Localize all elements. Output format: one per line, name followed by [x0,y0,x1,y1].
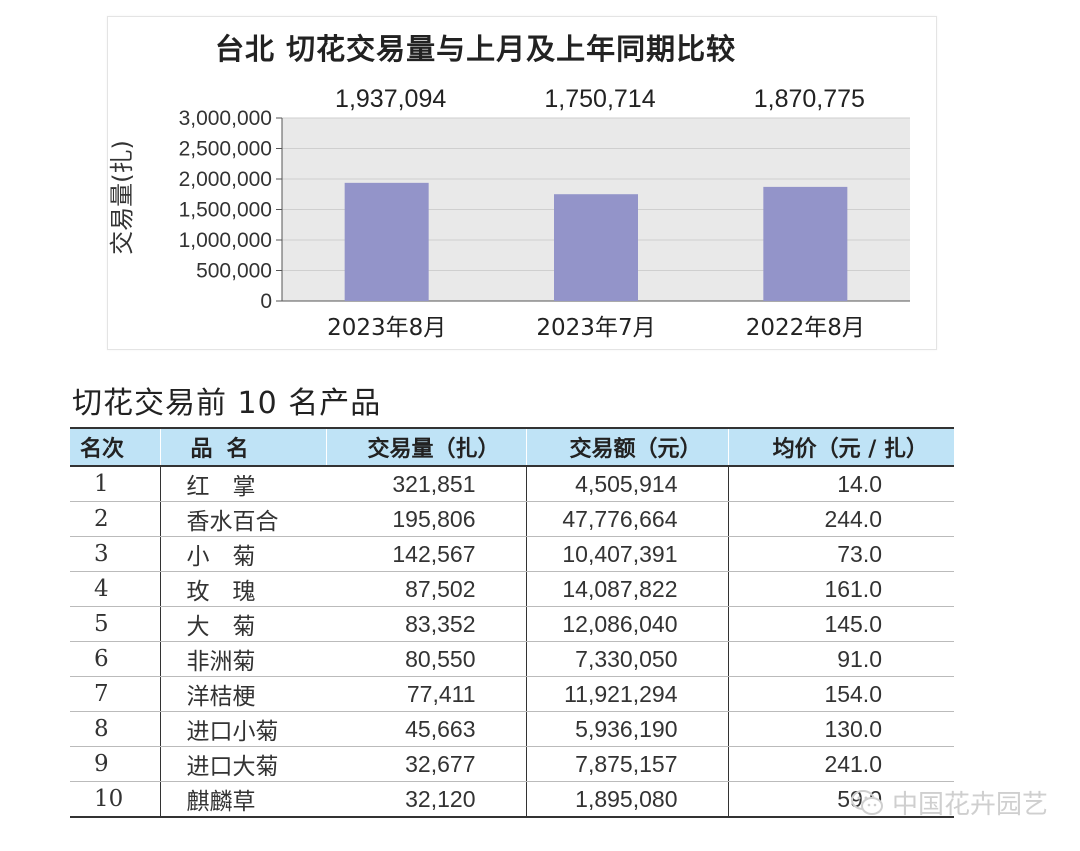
cell-amount: 5,936,190 [526,711,729,747]
cell-name: 香水百合 [159,501,326,537]
cell-volume: 83,352 [326,606,527,642]
table-row: 9 进口大菊 32,677 7,875,157 241.0 [70,746,954,782]
cell-name: 小 菊 [159,536,326,572]
cell-name: 进口大菊 [159,746,326,782]
cell-price: 241.0 [728,746,954,782]
x-tick-label: 2022年8月 [746,315,865,341]
data-label: 1,937,094 [335,85,446,113]
table-row: 10 麒麟草 32,120 1,895,080 59.0 [70,781,954,818]
bar-chart: 0 500,000 1,000,000 1,500,000 2,000,000 2,500… [108,85,910,341]
cell-volume: 77,411 [326,676,527,712]
cell-amount: 11,921,294 [526,676,729,712]
header-price: 均价（元 / 扎） [727,427,954,467]
cell-amount: 7,875,157 [526,746,729,782]
cell-price: 145.0 [728,606,954,642]
cell-volume: 142,567 [326,536,527,572]
cell-rank: 7 [70,676,160,712]
cell-price: 14.0 [728,466,954,502]
x-tick-label: 2023年7月 [536,315,655,341]
y-tick-label: 2,000,000 [179,168,272,191]
y-tick-label: 0 [260,290,272,313]
y-axis-label: 交易量(扎) [108,140,136,255]
cell-name: 麒麟草 [159,781,326,818]
cell-name: 非洲菊 [159,641,326,677]
cell-name: 玫 瑰 [159,571,326,607]
cell-amount: 47,776,664 [526,501,729,537]
chart-title: 台北 切花交易量与上月及上年同期比较 [215,32,737,66]
cell-price: 91.0 [728,641,954,677]
header-name: 品名 [159,427,326,467]
header-volume: 交易量（扎） [325,427,526,467]
header-rank: 名次 [70,427,160,467]
cell-price: 130.0 [728,711,954,747]
cell-price: 161.0 [728,571,954,607]
cell-rank: 4 [70,571,160,607]
cell-rank: 6 [70,641,160,677]
cell-rank: 2 [70,501,160,537]
bar [554,194,638,301]
cell-name: 大 菊 [159,606,326,642]
y-tick-label: 500,000 [196,260,272,283]
table-row: 6 非洲菊 80,550 7,330,050 91.0 [70,641,954,677]
cell-rank: 10 [70,781,160,818]
cell-rank: 1 [70,466,160,502]
cell-volume: 80,550 [326,641,527,677]
cell-amount: 10,407,391 [526,536,729,572]
wechat-icon [851,789,883,815]
cell-volume: 195,806 [326,501,527,537]
y-tick-label: 1,500,000 [179,199,272,222]
cell-amount: 14,087,822 [526,571,729,607]
table-header-row: 名次 品名 交易量（扎） 交易额（元） 均价（元 / 扎） [70,427,954,467]
y-tick-label: 2,500,000 [179,138,272,161]
cell-rank: 9 [70,746,160,782]
cell-rank: 5 [70,606,160,642]
y-tick-label: 1,000,000 [179,229,272,252]
cell-amount: 4,505,914 [526,466,729,502]
cell-price: 73.0 [728,536,954,572]
cell-volume: 32,120 [326,781,527,818]
bar [763,186,848,301]
watermark: 中国花卉园艺 [850,784,1048,821]
cell-price: 59.0 [728,781,954,818]
cell-volume: 45,663 [326,711,527,747]
data-label: 1,870,775 [754,85,865,113]
x-tick-label: 2023年8月 [327,315,446,341]
bar [344,182,429,301]
chart-panel: 0 500,000 1,000,000 1,500,000 2,000,000 2,500… [107,16,937,350]
cell-amount: 1,895,080 [526,781,729,818]
header-amount: 交易额（元） [525,427,728,467]
table-row: 7 洋桔梗 77,411 11,921,294 154.0 [70,676,954,712]
watermark-text: 中国花卉园艺 [892,790,1049,820]
table-row: 8 进口小菊 45,663 5,936,190 130.0 [70,711,954,747]
cell-volume: 321,851 [326,466,527,502]
cell-price: 244.0 [728,501,954,537]
cell-amount: 12,086,040 [526,606,729,642]
cell-volume: 87,502 [326,571,527,607]
table-title: 切花交易前 10 名产品 [72,386,382,421]
cell-amount: 7,330,050 [526,641,729,677]
y-tick-label: 3,000,000 [179,107,272,130]
cell-name: 红 掌 [159,466,326,502]
cell-price: 154.0 [728,676,954,712]
cell-name: 洋桔梗 [159,676,326,712]
cell-rank: 8 [70,711,160,747]
cell-rank: 3 [70,536,160,572]
table-row: 2 香水百合 195,806 47,776,664 244.0 [70,501,954,537]
data-label: 1,750,714 [544,85,655,113]
cell-volume: 32,677 [326,746,527,782]
cell-name: 进口小菊 [159,711,326,747]
